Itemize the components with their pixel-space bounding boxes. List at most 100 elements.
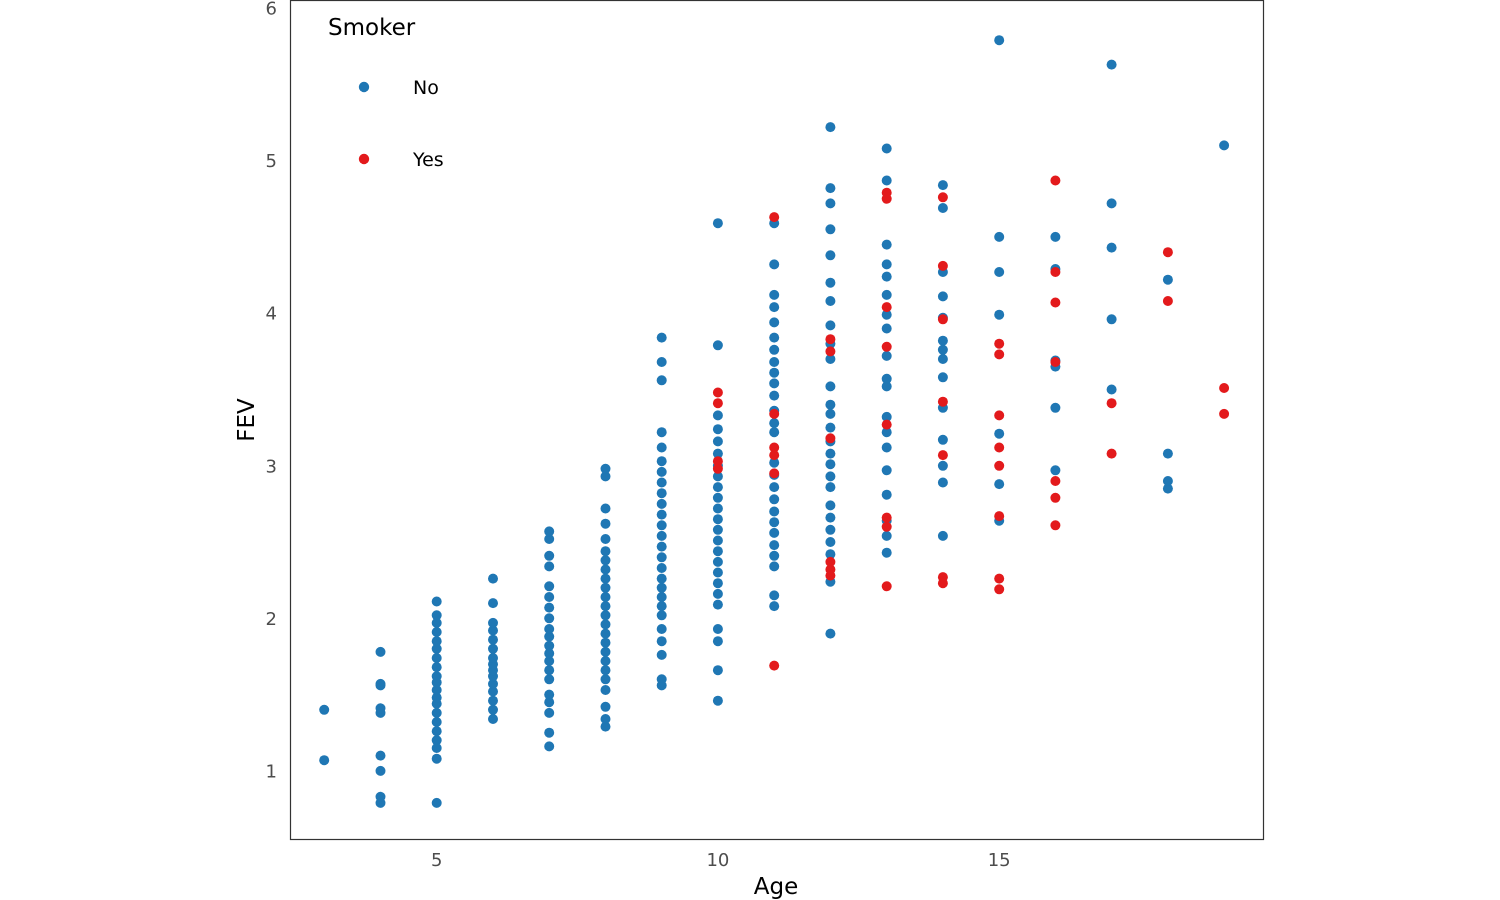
- point-yes-46: [1106, 448, 1117, 459]
- point-no-191: [825, 122, 836, 133]
- point-yes-35: [994, 442, 1005, 453]
- point-no-148: [769, 494, 780, 505]
- point-yes-19: [881, 419, 892, 430]
- point-yes-36: [994, 410, 1005, 421]
- point-no-240: [1106, 242, 1117, 253]
- point-no-30: [431, 596, 442, 607]
- point-no-186: [825, 277, 836, 288]
- point-no-54: [544, 648, 555, 659]
- point-no-158: [769, 357, 780, 367]
- point-no-84: [600, 546, 611, 557]
- point-yes-0: [712, 463, 723, 474]
- point-no-46: [544, 741, 555, 752]
- y-tick-label: 4: [266, 304, 277, 325]
- point-no-136: [712, 424, 723, 435]
- point-no-226: [994, 479, 1005, 490]
- point-yes-8: [769, 408, 780, 419]
- point-no-245: [1162, 448, 1173, 459]
- point-no-114: [656, 357, 667, 367]
- point-no-232: [1050, 465, 1061, 476]
- point-yes-34: [994, 460, 1005, 471]
- point-no-10: [375, 646, 386, 657]
- point-no-22: [431, 671, 442, 682]
- point-no-117: [712, 665, 723, 676]
- point-yes-7: [769, 442, 780, 453]
- point-yes-37: [994, 349, 1005, 360]
- point-no-72: [600, 656, 611, 666]
- point-no-137: [712, 410, 723, 421]
- point-yes-23: [881, 187, 892, 198]
- point-no-55: [544, 640, 555, 651]
- point-no-33: [488, 695, 498, 706]
- point-no-1: [319, 704, 330, 715]
- point-no-171: [825, 512, 836, 523]
- point-no-162: [769, 302, 780, 313]
- point-no-153: [769, 418, 780, 429]
- point-no-164: [769, 259, 780, 270]
- points-layer: [319, 35, 1230, 808]
- point-no-192: [881, 547, 892, 558]
- point-no-214: [937, 434, 948, 445]
- point-no-123: [712, 567, 723, 578]
- point-yes-28: [937, 314, 948, 325]
- point-no-134: [712, 448, 723, 459]
- plot-panel-border: [289, 0, 1265, 841]
- point-no-243: [1162, 483, 1173, 494]
- point-no-238: [1106, 384, 1117, 395]
- point-no-182: [825, 354, 836, 364]
- point-no-213: [937, 460, 948, 471]
- point-yes-31: [994, 584, 1005, 595]
- point-no-118: [712, 636, 723, 647]
- point-no-23: [431, 662, 442, 673]
- point-yes-12: [825, 556, 836, 567]
- point-no-81: [600, 573, 611, 584]
- point-no-27: [431, 627, 442, 637]
- point-no-151: [769, 457, 780, 468]
- point-no-65: [544, 526, 555, 537]
- point-no-202: [881, 350, 892, 361]
- point-yes-2: [712, 398, 723, 409]
- point-no-94: [656, 624, 667, 634]
- point-no-112: [656, 427, 667, 438]
- point-no-19: [431, 692, 442, 703]
- point-no-58: [544, 613, 555, 624]
- point-no-110: [656, 456, 667, 467]
- point-no-12: [431, 753, 442, 764]
- point-no-198: [881, 427, 892, 438]
- point-no-69: [600, 685, 611, 695]
- point-yes-42: [1050, 357, 1061, 367]
- y-axis-title: FEV: [234, 398, 260, 442]
- point-yes-48: [1162, 296, 1173, 306]
- point-no-135: [712, 436, 723, 447]
- point-no-185: [825, 296, 836, 306]
- point-no-104: [656, 520, 667, 531]
- point-yes-17: [881, 521, 892, 532]
- point-no-59: [544, 602, 555, 613]
- point-no-244: [1162, 476, 1173, 486]
- point-no-74: [600, 637, 611, 648]
- point-no-172: [825, 500, 836, 511]
- point-no-146: [769, 517, 780, 528]
- point-no-122: [712, 578, 723, 589]
- point-no-208: [881, 239, 892, 250]
- point-no-4: [375, 765, 386, 776]
- point-no-241: [1106, 198, 1117, 209]
- point-no-7: [375, 703, 386, 714]
- point-no-44: [488, 598, 498, 609]
- point-no-218: [937, 344, 948, 355]
- point-no-79: [600, 592, 611, 602]
- point-no-13: [431, 743, 442, 753]
- point-no-219: [937, 335, 948, 346]
- point-no-26: [431, 636, 442, 647]
- point-no-138: [712, 340, 723, 351]
- point-no-53: [544, 656, 555, 666]
- point-no-131: [712, 482, 723, 493]
- point-no-49: [544, 697, 555, 708]
- point-no-204: [881, 309, 892, 320]
- point-no-224: [937, 180, 948, 191]
- legend-label-yes: Yes: [412, 149, 444, 171]
- x-tick-label: 10: [706, 850, 729, 871]
- point-no-50: [544, 689, 555, 700]
- point-no-32: [488, 704, 498, 715]
